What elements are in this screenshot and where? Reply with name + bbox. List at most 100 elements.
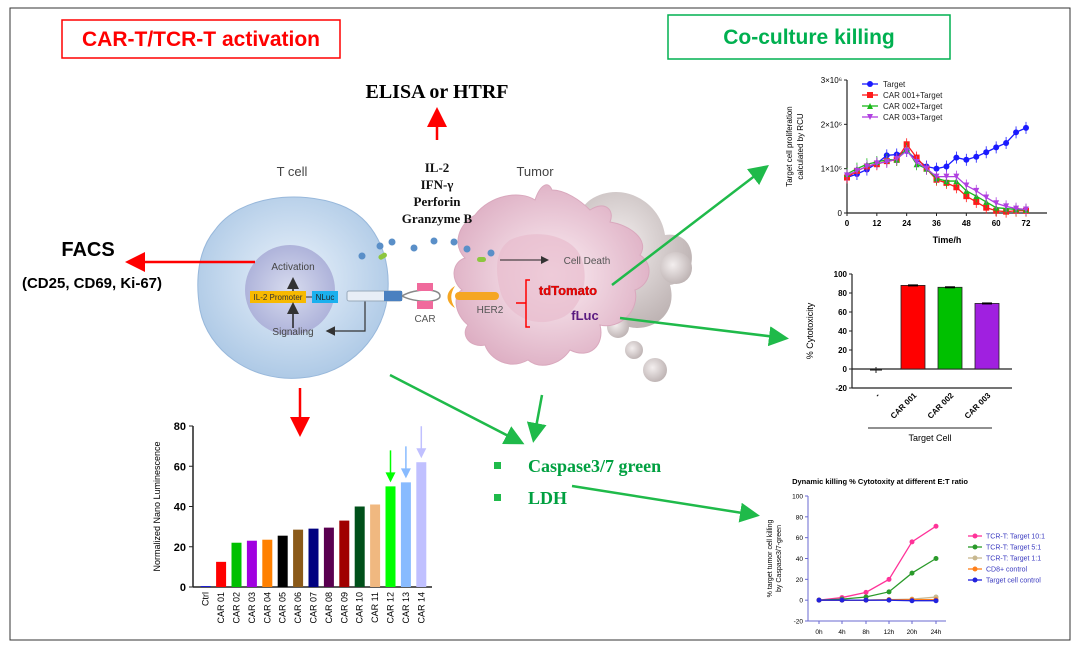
y-axis-label: Normalized Nano Luminescence	[152, 441, 162, 571]
her2-label: HER2	[477, 305, 504, 316]
x-tick-label: CAR 13	[401, 592, 411, 624]
data-point	[973, 187, 980, 194]
bar-car-10	[354, 506, 365, 587]
series-line	[818, 557, 937, 601]
y-axis-label-line1: Target cell proliferation	[785, 106, 794, 186]
series-line	[818, 525, 937, 601]
data-point	[909, 570, 915, 576]
bar-car-04	[262, 539, 273, 587]
activation-header-text: CAR-T/TCR-T activation	[82, 28, 320, 51]
activation-text: Activation	[271, 262, 314, 273]
x-tick-label: 0h	[815, 629, 823, 636]
data-point	[933, 173, 940, 180]
reporter-bracket	[516, 279, 530, 328]
series-target-cell-control	[816, 597, 939, 604]
x-tick-label: CAR 10	[355, 592, 365, 624]
bullet-icon	[494, 494, 501, 501]
legend-marker	[972, 577, 978, 583]
activation-header: CAR-T/TCR-T activation	[61, 19, 341, 59]
bar-car-07	[308, 528, 319, 587]
bar-car-12	[385, 486, 396, 587]
dynamic-killing-arrow	[571, 484, 760, 523]
data-point	[983, 194, 990, 201]
x-tick-label: 8h	[862, 629, 870, 636]
series-line	[819, 599, 936, 602]
il2-promoter-box	[250, 291, 306, 303]
legend-label: TCR-T: Target 1:1	[986, 556, 1041, 563]
data-point	[943, 173, 950, 180]
green-arrows	[389, 164, 789, 523]
data-point	[973, 153, 980, 160]
tdtomato-label: tdTomato	[539, 283, 597, 298]
data-point	[863, 589, 869, 595]
data-point	[1023, 124, 1029, 131]
y-tick-label: 60	[174, 461, 186, 473]
data-point	[913, 159, 920, 166]
x-tick-label: Ctrl	[201, 592, 211, 606]
y-tick-label: 100	[792, 494, 803, 501]
series-tcr-t-target-10-1	[816, 523, 939, 603]
bar-car-13	[400, 482, 411, 587]
y-axis-label: % Cytotoxicity	[805, 302, 815, 359]
highlight-arrow-head	[400, 468, 411, 479]
red-arrows	[125, 107, 447, 437]
y-tick-label: 80	[838, 289, 847, 298]
legend-marker	[867, 81, 873, 87]
cytokine-granzyme-b: Granzyme B	[402, 211, 473, 226]
x-tick-label: 24	[902, 219, 911, 228]
x-tick-label: CAR 04	[262, 592, 272, 624]
x-tick-label: CAR 003	[963, 391, 993, 421]
chart-title: Dynamic killing % Cytotoxity at differen…	[792, 477, 968, 486]
legend-marker	[867, 114, 873, 120]
legend-label: CD8+ control	[986, 567, 1027, 574]
x-tick-label: CAR 001	[889, 391, 919, 421]
x-axis-label: Target Cell	[908, 433, 951, 443]
data-point	[1023, 206, 1029, 213]
figure-border	[9, 7, 1071, 641]
nluc-text: NLuc	[316, 293, 335, 302]
data-point	[853, 167, 860, 174]
y-tick-label: 100	[834, 270, 848, 279]
legend-label: TCR-T: Target 10:1	[986, 534, 1045, 541]
t-cell-label: T cell	[277, 164, 308, 179]
x-tick-label: CAR 09	[339, 592, 349, 624]
data-point	[953, 184, 960, 191]
data-point	[943, 163, 950, 170]
y-tick-label: 80	[796, 514, 804, 521]
data-point	[903, 147, 910, 154]
y-axis-label-line2: by Caspase3/7-green	[776, 525, 783, 592]
y-tick-label: 0	[799, 598, 803, 605]
car-receptor	[346, 283, 499, 309]
y-tick-label: 1×10⁶	[821, 165, 842, 174]
bar-car-003	[974, 303, 1000, 370]
x-tick-label: CAR 002	[926, 391, 956, 421]
data-point	[893, 155, 900, 162]
bar-car-03	[246, 540, 257, 587]
bar-car-002	[937, 286, 963, 370]
tumor-cell	[453, 184, 650, 366]
facs-markers: (CD25, CD69, Ki-67)	[22, 275, 162, 292]
bar-car-05	[277, 535, 288, 587]
data-point	[963, 182, 970, 189]
cytokine-il2: IL-2	[425, 160, 450, 175]
elisa-label: ELISA or HTRF	[366, 81, 509, 103]
signaling-arrow	[325, 300, 366, 336]
data-point	[933, 556, 939, 561]
legend-marker	[972, 533, 978, 539]
x-tick-label: -	[873, 391, 881, 399]
legend-label: CAR 001+Target	[883, 91, 943, 100]
proliferation-arrow	[611, 164, 769, 286]
data-point	[933, 165, 940, 172]
x-tick-label: CAR 05	[278, 592, 288, 624]
x-tick-label: 4h	[838, 629, 846, 636]
y-tick-label: 40	[838, 327, 847, 336]
legend-label: Target cell control	[986, 578, 1041, 585]
y-axis-label-line1: % target tumor cell killing	[767, 519, 774, 597]
y-tick-label: 20	[174, 542, 186, 554]
x-tick-label: CAR 02	[232, 592, 242, 624]
x-tick-label: 20h	[907, 629, 918, 636]
legend-label: CAR 003+Target	[883, 113, 943, 122]
tumor-label: Tumor	[516, 164, 554, 179]
data-point	[816, 597, 822, 603]
